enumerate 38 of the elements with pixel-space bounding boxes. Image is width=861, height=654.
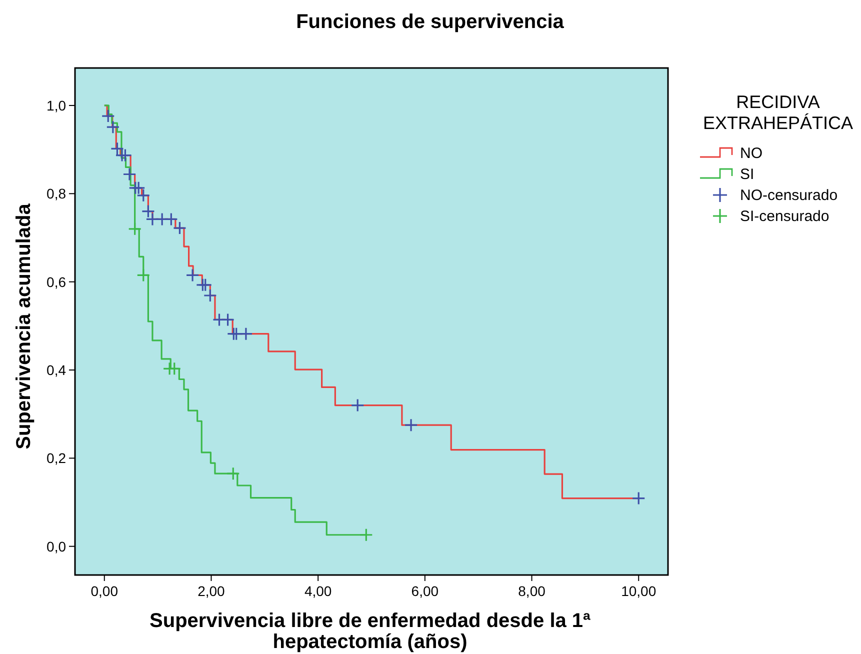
legend-label: SI bbox=[740, 166, 754, 183]
legend-title: RECIDIVA EXTRAHEPÁTICA bbox=[702, 92, 854, 133]
point bbox=[172, 221, 187, 235]
y-tick-label: 0,6 bbox=[46, 274, 66, 290]
x-tick-label: 6,00 bbox=[411, 583, 439, 599]
legend-label: SI-censurado bbox=[740, 208, 830, 225]
x-tick-label: 8,00 bbox=[518, 583, 546, 599]
y-axis-title: Supervivencia acumulada bbox=[13, 202, 35, 450]
point bbox=[198, 278, 212, 292]
y-tick-label: 0,0 bbox=[46, 538, 66, 554]
y-tick-label: 0,8 bbox=[46, 186, 66, 202]
point bbox=[106, 120, 120, 134]
point bbox=[128, 222, 142, 236]
point bbox=[203, 288, 217, 302]
x-axis-title: Supervivencia libre de enfermedad desde la 1ª hepatectomía (años) bbox=[150, 610, 592, 653]
point bbox=[164, 212, 178, 226]
x-tick-label: 2,00 bbox=[198, 583, 226, 599]
chart-title: Funciones de supervivencia bbox=[296, 11, 565, 33]
point bbox=[632, 491, 646, 506]
y-tick-label: 0,2 bbox=[46, 450, 66, 466]
point bbox=[136, 268, 150, 282]
point bbox=[122, 167, 136, 182]
point bbox=[186, 268, 200, 282]
y-tick-label: 1,0 bbox=[46, 97, 66, 114]
legend-label: NO bbox=[740, 145, 762, 162]
point bbox=[350, 398, 364, 412]
point bbox=[101, 109, 115, 123]
point bbox=[404, 418, 418, 432]
y-tick-label: 0,4 bbox=[46, 362, 66, 378]
x-tick-label: 0,00 bbox=[90, 583, 118, 599]
point bbox=[359, 528, 373, 542]
point bbox=[168, 362, 182, 376]
point bbox=[239, 327, 253, 341]
x-tick-label: 4,00 bbox=[304, 583, 332, 599]
legend-label: NO-censurado bbox=[740, 187, 838, 204]
x-tick-label: 10,00 bbox=[621, 583, 656, 599]
point bbox=[226, 466, 240, 480]
point bbox=[220, 312, 235, 327]
